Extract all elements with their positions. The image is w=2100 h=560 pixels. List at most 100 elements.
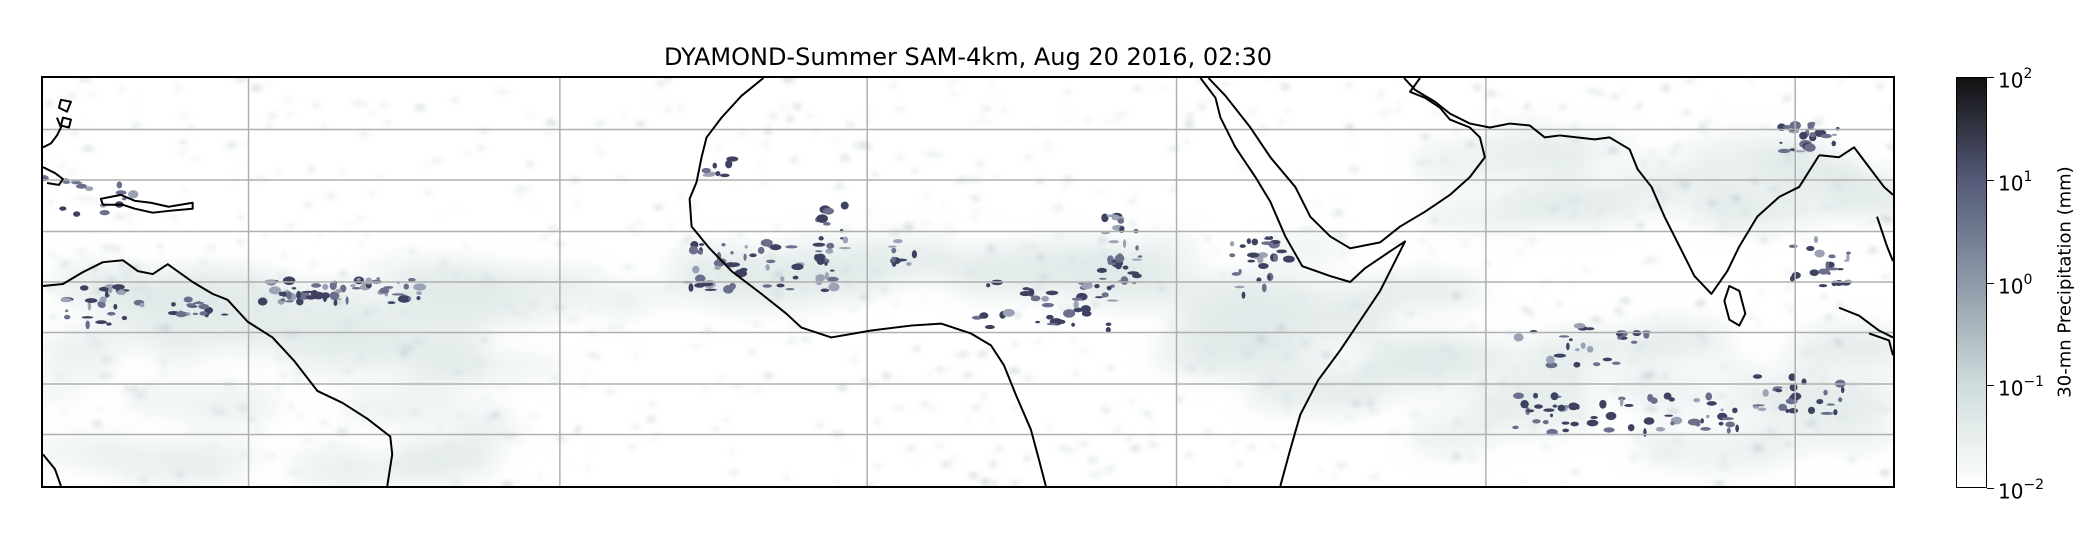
convective-cell (397, 295, 411, 303)
light-rain-area (1696, 196, 1786, 226)
drizzle-cell (1089, 472, 1101, 476)
drizzle-cell (441, 259, 449, 262)
colorbar (1956, 77, 1987, 488)
drizzle-cell (1260, 126, 1266, 130)
drizzle-cell (303, 438, 313, 441)
drizzle-cell (107, 277, 115, 282)
convective-cell (280, 298, 286, 302)
drizzle-cell (1716, 393, 1727, 398)
drizzle-cell (354, 359, 366, 361)
light-rain-area (1634, 425, 1681, 463)
sri-lanka-coast (1723, 284, 1747, 327)
colorbar-tick-label: 10−2 (1998, 477, 2045, 504)
drizzle-cell (786, 117, 794, 122)
convective-cell (60, 297, 72, 303)
drizzle-cell (1452, 454, 1461, 459)
drizzle-cell (130, 387, 139, 392)
convective-cell (1283, 255, 1295, 263)
drizzle-cell (330, 443, 334, 447)
drizzle-cell (377, 174, 382, 177)
drizzle-cell (49, 314, 56, 320)
drizzle-cell (1030, 244, 1039, 247)
drizzle-cell (170, 216, 179, 220)
convective-cell (791, 263, 804, 271)
drizzle-cell (1541, 446, 1551, 450)
drizzle-cell (1719, 224, 1728, 228)
drizzle-cell (1172, 188, 1176, 193)
drizzle-cell (634, 353, 638, 357)
drizzle-cell (1185, 114, 1194, 118)
drizzle-cell (119, 87, 123, 92)
convective-cell (1028, 288, 1035, 297)
convective-cell (757, 246, 765, 255)
drizzle-cell (502, 482, 513, 486)
convective-cell (1757, 407, 1767, 411)
drizzle-cell (842, 227, 848, 232)
drizzle-cell (1183, 103, 1187, 107)
drizzle-cell (1657, 161, 1668, 165)
drizzle-cell (204, 272, 207, 277)
drizzle-cell (980, 107, 992, 110)
map-title: DYAMOND-Summer SAM-4km, Aug 20 2016, 02:… (664, 43, 1272, 71)
drizzle-cell (66, 94, 78, 98)
convective-cell (734, 269, 748, 278)
drizzle-cell (43, 130, 50, 134)
drizzle-cell (874, 420, 881, 425)
drizzle-cell (1266, 78, 1272, 82)
convective-cell (108, 285, 113, 294)
drizzle-cell (527, 302, 537, 306)
drizzle-cell (1877, 407, 1888, 411)
convective-cell (1116, 253, 1124, 261)
drizzle-cell (239, 142, 250, 144)
drizzle-cell (1528, 312, 1535, 317)
drizzle-cell (1626, 214, 1635, 218)
convective-cell (75, 183, 88, 189)
light-rain-area (1167, 332, 1319, 346)
drizzle-cell (628, 299, 635, 302)
drizzle-cell (599, 327, 603, 330)
colorbar-tick-mark (1987, 282, 1994, 284)
drizzle-cell (1890, 107, 1893, 110)
light-rain-area (1777, 347, 1826, 368)
drizzle-cell (872, 381, 882, 384)
arabia-coast (1207, 78, 1486, 250)
drizzle-cell (915, 458, 920, 461)
drizzle-cell (890, 83, 898, 88)
drizzle-cell (1586, 89, 1596, 94)
convective-cell (1512, 425, 1519, 430)
convective-cell (1250, 254, 1255, 259)
drizzle-cell (739, 385, 743, 389)
light-rain-area (1546, 149, 1592, 167)
drizzle-cell (1337, 198, 1341, 201)
light-rain-area (125, 448, 245, 486)
drizzle-cell (1054, 210, 1058, 215)
sumatra-coast (1838, 306, 1893, 339)
moderate-precipitation-layer (43, 78, 1893, 486)
convective-cell (1561, 421, 1570, 425)
drizzle-cell (286, 333, 297, 337)
drizzle-cell (1667, 409, 1679, 413)
drizzle-cell (1868, 248, 1878, 252)
convective-cell (1513, 333, 1524, 342)
drizzle-cell (1336, 208, 1342, 214)
drizzle-cell (1775, 405, 1779, 409)
drizzle-cell (1644, 372, 1655, 377)
drizzle-cell (1428, 248, 1435, 251)
drizzle-cell (48, 200, 53, 205)
convective-cell (1566, 342, 1570, 351)
drizzle-cell (476, 146, 486, 151)
drizzle-cell (1685, 80, 1694, 83)
convective-cell (769, 244, 782, 251)
lat-lon-gridlines (43, 78, 1893, 486)
convective-cell (79, 285, 89, 291)
convective-cell (1071, 297, 1083, 301)
drizzle-cell (447, 443, 452, 449)
drizzle-cell (126, 223, 135, 226)
convective-cell (1573, 323, 1586, 329)
drizzle-cell (280, 445, 284, 449)
drizzle-cell (199, 261, 209, 265)
drizzle-cell (279, 309, 283, 313)
drizzle-cell (1239, 166, 1248, 169)
convective-cell (408, 296, 412, 301)
convective-cell (762, 284, 772, 288)
